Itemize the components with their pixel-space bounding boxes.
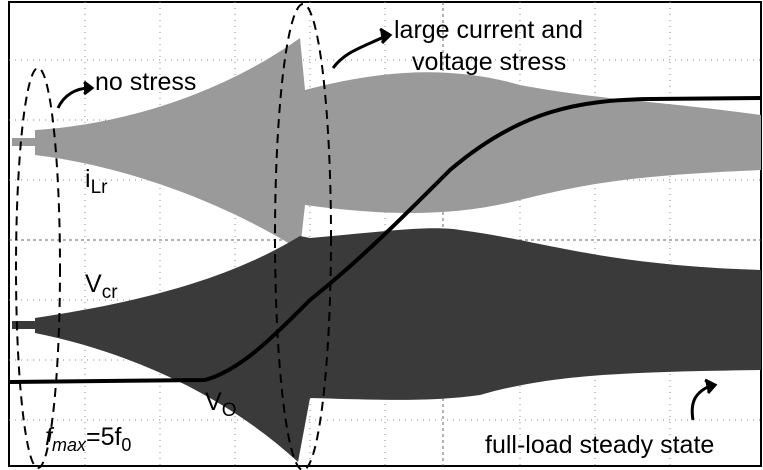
no-stress-label: no stress [95, 68, 196, 96]
vcr-start [12, 321, 35, 329]
stress-label-line1: large current and [394, 16, 583, 44]
stress-label-line2: voltage stress [412, 48, 566, 76]
ilr-start [12, 138, 35, 146]
waveform-figure: no stress large current and voltage stre… [0, 0, 763, 470]
steady-state-label: full-load steady state [485, 431, 714, 459]
